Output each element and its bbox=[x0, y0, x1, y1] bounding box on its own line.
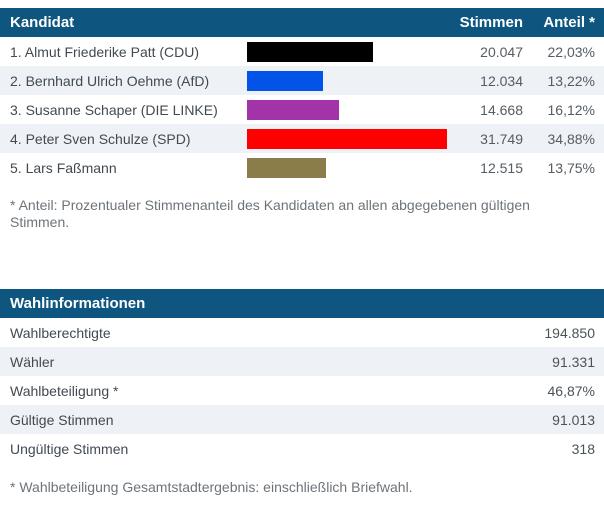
candidate-share: 22,03% bbox=[547, 43, 595, 60]
info-value: 91.331 bbox=[552, 353, 595, 370]
info-label: Gültige Stimmen bbox=[10, 411, 114, 428]
info-row: Wahlberechtigte 194.850 bbox=[0, 318, 604, 347]
info-table: Wahlinformationen Wahlberechtigte 194.850… bbox=[0, 289, 604, 463]
info-row: Ungültige Stimmen 318 bbox=[0, 434, 604, 463]
candidate-name: 5. Lars Faßmann bbox=[10, 159, 117, 176]
candidate-share: 13,22% bbox=[547, 72, 595, 89]
info-row: Gültige Stimmen 91.013 bbox=[0, 405, 604, 434]
candidate-table: Kandidat Stimmen Anteil * 1. Almut Fried… bbox=[0, 8, 604, 182]
vote-share-bar bbox=[247, 70, 323, 91]
candidate-name: 3. Susanne Schaper (DIE LINKE) bbox=[10, 101, 218, 118]
candidate-votes: 31.749 bbox=[480, 130, 523, 147]
vote-share-bar-cell bbox=[247, 95, 448, 124]
column-header-kandidat: Kandidat bbox=[10, 14, 75, 31]
candidate-name: 1. Almut Friederike Patt (CDU) bbox=[10, 43, 200, 60]
vote-share-bar bbox=[247, 99, 339, 120]
info-value: 46,87% bbox=[547, 382, 595, 399]
candidate-share: 16,12% bbox=[547, 101, 595, 118]
info-row: Wähler 91.331 bbox=[0, 347, 604, 376]
candidate-row: 2. Bernhard Ulrich Oehme (AfD) 12.034 13,2… bbox=[0, 66, 604, 95]
info-label: Wahlbeteiligung * bbox=[10, 382, 119, 399]
vote-share-bar-cell bbox=[247, 66, 448, 95]
vote-share-bar bbox=[247, 41, 373, 62]
vote-share-bar-cell bbox=[247, 37, 448, 66]
candidate-table-header: Kandidat Stimmen Anteil * bbox=[0, 8, 604, 37]
vote-share-bar-cell bbox=[247, 124, 448, 153]
column-header-anteil: Anteil * bbox=[543, 14, 595, 31]
info-label: Wähler bbox=[10, 353, 55, 370]
candidate-row: 5. Lars Faßmann 12.515 13,75% bbox=[0, 153, 604, 182]
candidate-votes: 20.047 bbox=[480, 43, 523, 60]
candidate-votes: 12.034 bbox=[480, 72, 523, 89]
info-value: 318 bbox=[571, 440, 595, 457]
info-table-title: Wahlinformationen bbox=[10, 295, 146, 312]
info-label: Ungültige Stimmen bbox=[10, 440, 129, 457]
candidate-name: 4. Peter Sven Schulze (SPD) bbox=[10, 130, 191, 147]
info-label: Wahlberechtigte bbox=[10, 324, 111, 341]
candidate-share: 13,75% bbox=[547, 159, 595, 176]
vote-share-bar-cell bbox=[247, 153, 448, 182]
info-value: 194.850 bbox=[544, 324, 595, 341]
column-header-stimmen: Stimmen bbox=[459, 14, 523, 31]
candidate-votes: 12.515 bbox=[480, 159, 523, 176]
vote-share-bar bbox=[247, 157, 326, 178]
info-value: 91.013 bbox=[552, 411, 595, 428]
candidate-table-body: 1. Almut Friederike Patt (CDU) 20.047 22,0… bbox=[0, 37, 604, 182]
info-table-footnote: * Wahlbeteiligung Gesamtstadtergebnis: e… bbox=[10, 479, 413, 495]
candidate-votes: 14.668 bbox=[480, 101, 523, 118]
vote-share-bar bbox=[247, 128, 447, 149]
candidate-row: 3. Susanne Schaper (DIE LINKE) 14.668 16,1… bbox=[0, 95, 604, 124]
info-row: Wahlbeteiligung * 46,87% bbox=[0, 376, 604, 405]
candidate-table-footnote: * Anteil: Prozentualer Stimmenanteil des… bbox=[10, 197, 530, 230]
candidate-share: 34,88% bbox=[547, 130, 595, 147]
candidate-name: 2. Bernhard Ulrich Oehme (AfD) bbox=[10, 72, 210, 89]
candidate-row: 4. Peter Sven Schulze (SPD) 31.749 34,88% bbox=[0, 124, 604, 153]
candidate-row: 1. Almut Friederike Patt (CDU) 20.047 22,0… bbox=[0, 37, 604, 66]
info-table-header: Wahlinformationen bbox=[0, 289, 604, 318]
info-table-body: Wahlberechtigte 194.850 Wähler 91.331 Wahlbe… bbox=[0, 318, 604, 463]
